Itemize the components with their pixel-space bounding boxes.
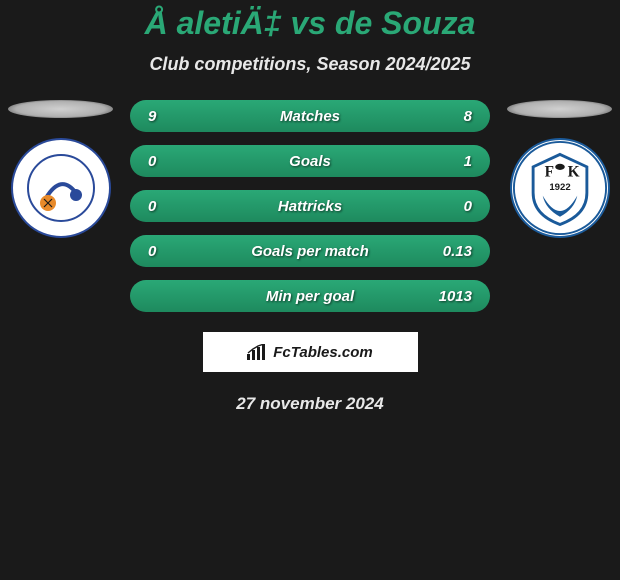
- svg-text:K: K: [567, 163, 579, 180]
- stat-label: Goals: [289, 153, 331, 170]
- page-subtitle: Club competitions, Season 2024/2025: [0, 54, 620, 75]
- stat-row-hattricks: 0 Hattricks 0: [130, 190, 490, 222]
- main-area: F K 1922 9 Matches 8 0 Goals 1 0: [0, 100, 620, 414]
- stat-right-value: 8: [432, 108, 472, 125]
- stat-left-value: 0: [148, 153, 188, 170]
- stat-left-value: 0: [148, 243, 188, 260]
- stat-right-value: 0: [432, 198, 472, 215]
- club-left-column: [8, 100, 113, 238]
- shadow-ellipse-right: [507, 100, 612, 118]
- date-line: 27 november 2024: [0, 394, 620, 414]
- bar-chart-icon: [247, 344, 267, 360]
- club-crest-left-icon: [26, 153, 96, 223]
- stat-rows: 9 Matches 8 0 Goals 1 0 Hattricks 0 0 Go…: [130, 100, 490, 312]
- brand-box[interactable]: FcTables.com: [203, 332, 418, 372]
- page-title: Å aletiÄ‡ vs de Souza: [0, 5, 620, 42]
- stat-label: Goals per match: [251, 243, 369, 260]
- stat-row-min-per-goal: Min per goal 1013: [130, 280, 490, 312]
- stat-left-value: 0: [148, 198, 188, 215]
- stat-label: Matches: [280, 108, 340, 125]
- club-badge-left: [11, 138, 111, 238]
- stat-row-goals-per-match: 0 Goals per match 0.13: [130, 235, 490, 267]
- svg-text:F: F: [544, 163, 553, 180]
- stat-right-value: 1013: [432, 288, 472, 305]
- stat-row-matches: 9 Matches 8: [130, 100, 490, 132]
- comparison-widget: Å aletiÄ‡ vs de Souza Club competitions,…: [0, 0, 620, 414]
- stat-right-value: 0.13: [432, 243, 472, 260]
- club-badge-right: F K 1922: [510, 138, 610, 238]
- club-right-column: F K 1922: [507, 100, 612, 238]
- stat-label: Min per goal: [266, 288, 354, 305]
- club-crest-right-icon: F K 1922: [512, 138, 608, 238]
- stat-row-goals: 0 Goals 1: [130, 145, 490, 177]
- shadow-ellipse-left: [8, 100, 113, 118]
- stat-left-value: 9: [148, 108, 188, 125]
- stat-right-value: 1: [432, 153, 472, 170]
- stat-label: Hattricks: [278, 198, 342, 215]
- svg-text:1922: 1922: [549, 182, 570, 193]
- brand-text: FcTables.com: [273, 344, 372, 361]
